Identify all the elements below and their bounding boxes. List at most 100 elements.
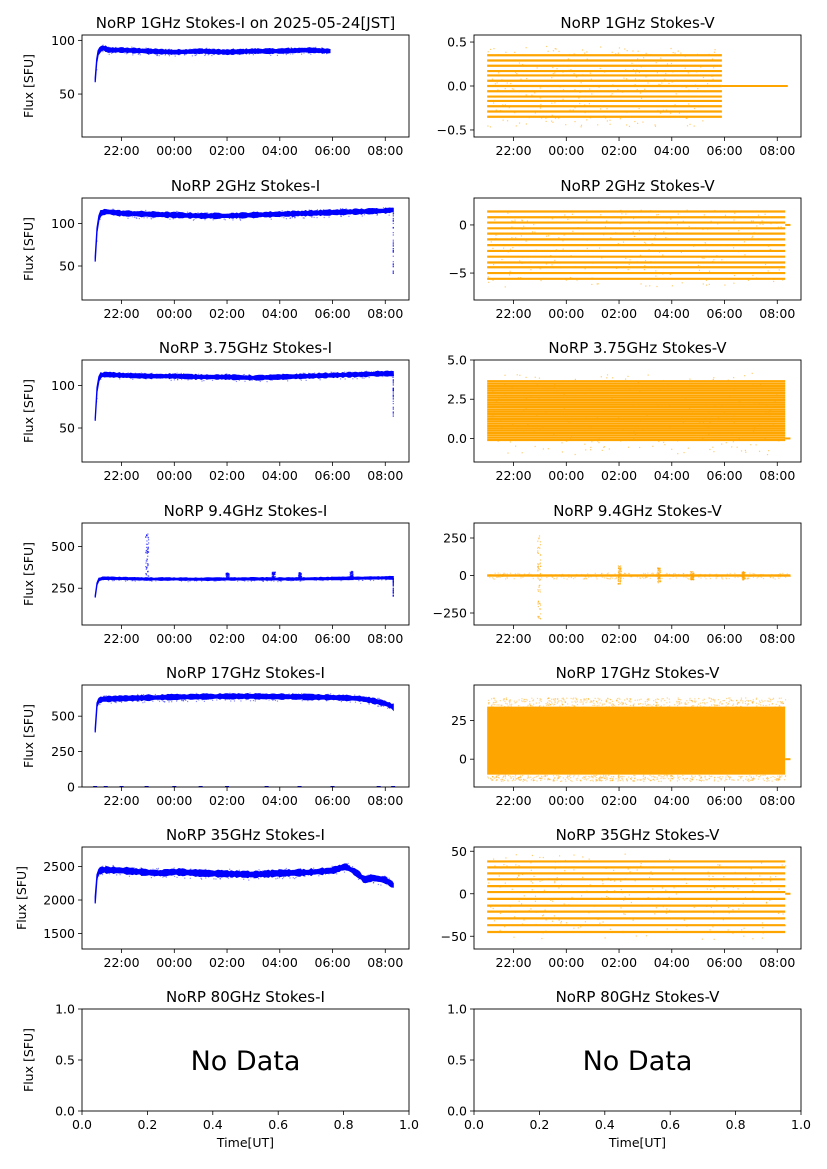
- data-point: [617, 417, 620, 419]
- data-point: [268, 374, 270, 376]
- data-point: [514, 431, 516, 434]
- data-point: [238, 53, 240, 56]
- data-point: [685, 576, 687, 579]
- data-point: [767, 777, 769, 780]
- data-point: [699, 775, 701, 777]
- data-point: [713, 699, 715, 702]
- data-point: [170, 577, 172, 579]
- data-spike: [742, 575, 744, 577]
- plot-area: [93, 692, 396, 787]
- data-point: [663, 441, 665, 443]
- data-point: [633, 780, 635, 782]
- data-point: [205, 877, 207, 879]
- data-point: [384, 875, 386, 877]
- data-point: [210, 215, 212, 218]
- data-point: [392, 379, 394, 381]
- data-point: [754, 402, 756, 404]
- data-point: [206, 49, 209, 51]
- data-point: [705, 279, 708, 281]
- data-point: [315, 578, 317, 580]
- data-point: [354, 376, 356, 379]
- data-point: [725, 867, 727, 869]
- data-point: [591, 779, 593, 781]
- data-point: [214, 578, 216, 580]
- data-point: [780, 702, 782, 704]
- data-spike: [146, 540, 148, 542]
- data-point: [126, 375, 128, 377]
- data-point: [746, 578, 748, 580]
- data-point: [629, 704, 631, 707]
- data-point: [621, 892, 623, 894]
- data-spike: [272, 577, 274, 579]
- data-point: [244, 50, 246, 53]
- data-point: [677, 697, 679, 699]
- data-point: [669, 116, 671, 118]
- data-point: [671, 777, 673, 780]
- data-point: [134, 212, 137, 214]
- data-point: [594, 572, 596, 574]
- data-point: [492, 414, 494, 416]
- data-point: [655, 907, 657, 909]
- data-point: [345, 576, 347, 578]
- data-point: [708, 875, 710, 877]
- data-point: [707, 54, 709, 56]
- axes-frame: [81, 359, 410, 463]
- data-point: [768, 575, 770, 577]
- data-point: [151, 580, 153, 582]
- chart-panel-0: 22:00 00:00 02:00 04:00 06:00 08:0050100NoRP …: [21, 14, 410, 158]
- data-point: [665, 109, 668, 111]
- data-point: [679, 703, 681, 705]
- axes-frame: [81, 522, 410, 626]
- data-point: [178, 373, 180, 375]
- data-point: [564, 574, 567, 576]
- data-point: [530, 866, 533, 869]
- data-point: [519, 779, 521, 781]
- data-point: [534, 376, 536, 378]
- data-point: [535, 249, 537, 251]
- data-point: [561, 698, 563, 700]
- data-point: [502, 436, 504, 438]
- data-point: [728, 872, 730, 875]
- data-point: [152, 875, 154, 877]
- data-point: [124, 49, 126, 51]
- data-point: [111, 376, 114, 378]
- data-point: [675, 928, 677, 930]
- data-point: [126, 47, 128, 50]
- data-point: [661, 931, 663, 934]
- data-point: [581, 895, 583, 897]
- data-point: [650, 779, 652, 782]
- data-point: [777, 574, 780, 576]
- data-spike: [298, 573, 300, 575]
- data-point: [392, 242, 394, 244]
- data-point: [156, 51, 158, 54]
- data-point: [719, 406, 721, 409]
- data-point: [606, 777, 608, 780]
- data-point: [607, 572, 609, 574]
- data-point: [680, 699, 682, 701]
- data-point: [356, 213, 359, 215]
- data-point: [760, 576, 762, 578]
- data-point: [729, 697, 731, 699]
- data-point: [553, 432, 555, 434]
- data-point: [487, 699, 490, 701]
- data-point: [98, 700, 100, 702]
- data-point: [162, 876, 164, 878]
- data-point: [194, 579, 196, 581]
- data-point: [119, 378, 121, 380]
- data-spike: [657, 576, 659, 578]
- data-point: [771, 780, 773, 782]
- data-spike: [146, 558, 148, 560]
- data-point: [258, 579, 260, 581]
- data-point: [742, 702, 744, 704]
- data-point: [608, 774, 610, 777]
- data-point: [381, 372, 383, 374]
- data-point: [747, 575, 750, 578]
- data-point: [499, 700, 501, 702]
- data-point: [160, 873, 162, 875]
- data-point: [612, 84, 614, 86]
- data-point: [709, 421, 711, 423]
- data-point: [697, 574, 699, 576]
- data-point: [740, 575, 742, 577]
- data-point: [688, 225, 690, 227]
- axes-frame: [81, 197, 410, 301]
